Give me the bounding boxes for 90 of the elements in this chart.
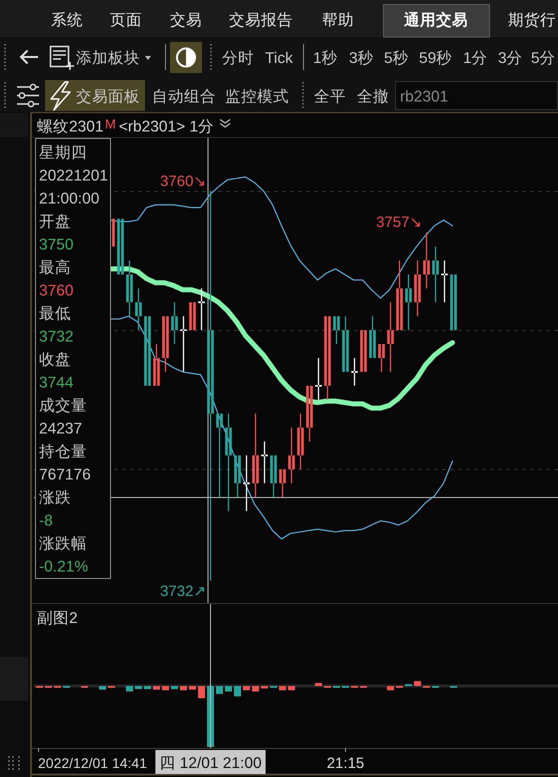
text: 59秒 [419,49,452,67]
annotation: 收盘 [39,352,71,368]
text: 全撤 [357,88,389,106]
text: 3秒 [349,49,374,67]
candlestick [144,316,151,386]
candlestick [315,358,322,400]
text: 2022/12/01 14:41 [38,755,148,771]
candlestick [351,358,358,386]
candlestick [405,274,412,330]
annotation: 星期四 [39,144,87,162]
candlestick [225,414,232,512]
candlestick [126,260,133,316]
text: 交易 [170,11,202,29]
candlestick [297,414,304,470]
annotation: -0.21% [39,558,88,576]
candlestick [117,218,124,274]
candlestick [198,288,205,330]
candlestick [189,302,196,330]
candlestick [441,260,448,302]
candlestick [360,330,367,372]
text: 添加板块 [76,49,140,67]
candlestick [261,442,268,484]
candlestick [135,288,142,330]
text: 页面 [110,12,142,29]
candlestick [252,414,259,498]
text: 5秒 [384,49,409,67]
text: 1分 [463,50,488,67]
annotation: 3760↘ [160,173,206,190]
text: 期货行 [508,11,556,29]
text: M [104,116,116,132]
candlestick [279,469,286,498]
text: 5分 [531,50,556,67]
candlestick [234,455,241,498]
text: 监控模式 [225,88,289,106]
chart-subtitle: <rb2301> 1分 [118,118,214,136]
annotation: 成交量 [39,396,87,414]
text: Tick [265,50,294,67]
candlestick [432,246,439,302]
annotation: -8 [39,512,53,530]
annotation: 3757↘ [376,214,422,231]
text: 自动组合 [152,88,216,106]
annotation: 24237 [39,420,82,438]
annotation: 开盘 [39,214,71,230]
candlestick [180,316,187,372]
candlestick [369,316,376,358]
x-tick-label: 四 12/01 21:00 [159,755,262,772]
candlestick [378,344,385,372]
annotation: 涨跌幅 [39,534,87,552]
candlestick [342,316,349,372]
candlestick [288,428,295,484]
candlestick [162,316,169,372]
text: 1秒 [313,49,338,67]
annotation: 3760 [39,282,74,300]
text: 通用交易 [403,10,468,29]
annotation: 3744 [39,374,74,392]
candlestick [207,190,214,581]
candlestick [423,232,430,288]
text: 全平 [314,88,346,106]
text: 交易报告 [229,11,293,29]
candlestick [324,316,331,400]
text: 分时 [222,49,254,67]
annotation: 最高 [39,258,71,276]
candlestick [396,260,403,330]
text: rb2301 [400,88,448,106]
candlestick [450,274,457,330]
chart-title: 副图2 [37,610,78,627]
candlestick [414,260,421,316]
annotation: 3732↗ [160,583,206,600]
chart-title: 螺纹2301 [37,118,104,136]
x-tick-label: 21:15 [326,755,364,772]
text: 3分 [498,50,523,67]
annotation: 20221201 [39,168,108,184]
annotation: 3732 [39,328,74,346]
candlestick [171,302,178,344]
text: 帮助 [322,11,354,29]
annotation: 21:00:00 [39,190,100,208]
annotation: 767176 [39,466,91,484]
annotation: 3750 [39,236,74,254]
candlestick [387,302,394,372]
annotation: 持仓量 [39,442,87,460]
annotation: 最低 [39,306,71,322]
candlestick [333,316,340,344]
candlestick [270,455,277,498]
candlestick [153,344,160,386]
text: 系统 [51,11,83,29]
candlestick [306,386,313,442]
candlestick [243,455,250,512]
annotation: 涨跌 [39,488,71,506]
candlestick [216,414,223,498]
text: 交易面板 [76,88,140,106]
